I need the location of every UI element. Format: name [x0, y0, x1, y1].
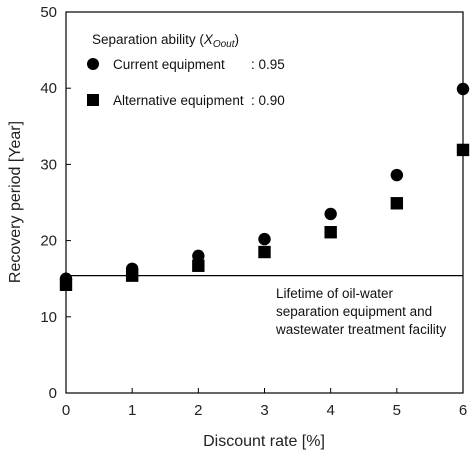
point-alternative-equipment — [258, 245, 271, 259]
legend-title: Separation ability (XOout) — [92, 32, 239, 50]
point-alternative-equipment — [125, 269, 139, 282]
legend-marker-current-equipment — [87, 58, 99, 70]
legend-value-alternative-equipment: : 0.90 — [251, 93, 285, 108]
legend-label-alternative-equipment: Alternative equipment — [113, 93, 244, 108]
y-tick-label: 20 — [40, 233, 57, 250]
annotation-line-2: separation equipment and — [276, 304, 432, 319]
annotation-line-3: wastewater treatment facility — [275, 322, 447, 337]
legend-label-current-equipment: Current equipment — [113, 57, 225, 72]
point-current-equipment — [456, 82, 470, 96]
legend-value-current-equipment: : 0.95 — [251, 57, 285, 72]
legend-title-suffix: ) — [235, 32, 240, 47]
y-tick-label: 30 — [40, 156, 57, 173]
y-tick-label: 10 — [40, 309, 57, 326]
legend-title-variable: X — [203, 32, 214, 47]
point-alternative-equipment — [192, 259, 205, 272]
legend-marker-alternative-equipment — [87, 94, 99, 106]
reference-line-annotation: Lifetime of oil-water separation equipme… — [275, 286, 447, 337]
y-tick-label: 0 — [49, 385, 57, 402]
point-current-equipment — [324, 207, 337, 221]
x-tick-label: 4 — [326, 402, 334, 419]
y-tick-label: 50 — [40, 4, 57, 21]
y-axis-label: Recovery period [Year] — [7, 121, 24, 283]
point-alternative-equipment — [456, 143, 470, 157]
x-tick-label: 3 — [260, 402, 268, 419]
x-tick-label: 0 — [62, 402, 70, 419]
point-current-equipment — [390, 168, 404, 182]
legend: Separation ability (XOout) Current equip… — [87, 32, 285, 108]
x-axis-ticks: 0 1 2 3 4 5 6 — [62, 388, 467, 419]
x-tick-label: 1 — [128, 402, 136, 419]
y-tick-label: 40 — [40, 80, 57, 97]
point-alternative-equipment — [324, 226, 337, 239]
legend-title-subscript: Oout — [213, 39, 236, 50]
point-alternative-equipment — [390, 197, 404, 210]
x-tick-label: 2 — [194, 402, 202, 419]
legend-title-prefix: Separation ability ( — [92, 32, 204, 47]
point-alternative-equipment — [59, 278, 73, 291]
x-axis-label: Discount rate [%] — [203, 433, 325, 450]
x-tick-label: 6 — [459, 402, 467, 419]
y-axis-ticks: 0 10 20 30 40 50 — [40, 4, 71, 402]
series-group — [59, 82, 470, 291]
point-current-equipment — [258, 232, 271, 246]
x-tick-label: 5 — [393, 402, 401, 419]
annotation-line-1: Lifetime of oil-water — [276, 286, 394, 301]
point-current-equipment — [192, 249, 205, 263]
